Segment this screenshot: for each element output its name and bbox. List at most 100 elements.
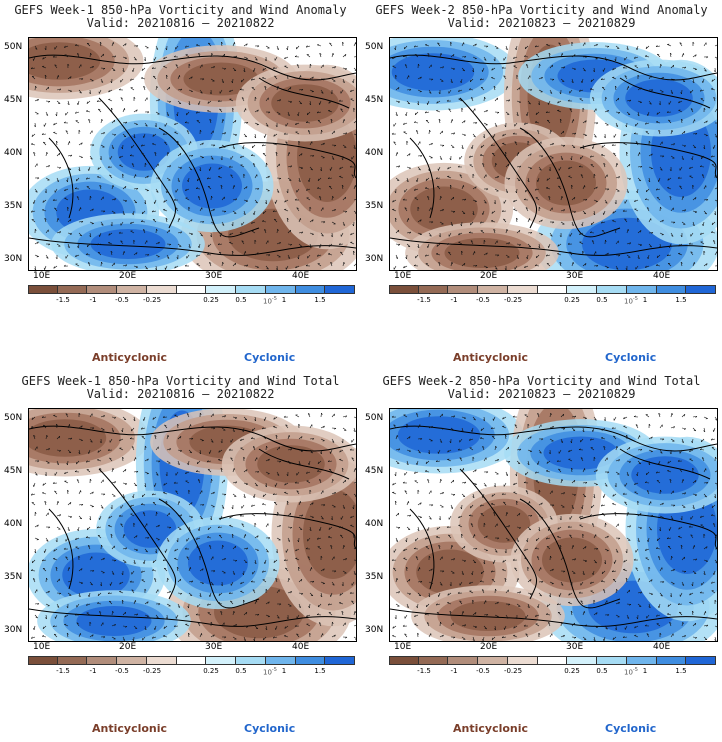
wind-arrow [494,471,499,475]
wind-arrow [393,265,397,270]
wind-arrow [320,581,325,584]
wind-arrow [97,459,102,462]
wind-arrow-head [266,551,269,553]
wind-arrow [133,559,136,564]
wind-arrow [527,153,532,157]
wind-arrow-head [308,462,310,466]
wind-arrow [273,493,278,496]
wind-arrow-head [591,429,594,432]
wind-arrow [317,470,322,473]
wind-arrow [218,176,223,179]
wind-arrow [155,111,160,115]
wind-arrow-head [534,45,537,48]
wind-arrow [428,490,432,495]
wind-arrow [472,469,477,473]
wind-arrow [141,144,146,147]
wind-arrow-head [666,254,669,257]
wind-arrow-head [125,121,128,124]
wind-arrow [198,100,201,105]
wind-arrow [251,513,256,517]
wind-arrow [207,100,212,104]
lon-label-30e: 30E [566,271,584,281]
wind-arrow [635,122,639,127]
wind-arrow [331,53,334,58]
wind-arrow-head [110,224,113,227]
wind-arrow [328,469,333,473]
colorbar [389,285,716,294]
wind-arrow-head [57,501,59,504]
wind-arrow [328,526,333,530]
wind-arrow-head [618,459,620,462]
wind-arrow [515,45,518,50]
wind-arrow-head [490,427,493,429]
wind-arrow [472,559,477,563]
wind-arrow [331,556,335,561]
wind-arrow-head [406,423,409,426]
wind-arrow [342,119,345,124]
wind-arrow [482,446,485,451]
wind-arrow [593,469,598,473]
wind-arrow-head [635,424,638,426]
wind-arrow-head [109,174,112,176]
wind-arrow [65,111,69,116]
wind-arrow [131,589,135,594]
wind-arrow [152,426,157,429]
wind-arrow [601,78,606,80]
wind-arrow-head [493,59,496,62]
wind-arrow-head [424,111,427,114]
wind-arrow [615,459,620,462]
wind-arrow [99,468,102,473]
wind-arrow-head [85,110,89,112]
wind-arrow [527,254,529,259]
wind-arrow [144,240,148,245]
wind-arrow [415,130,419,135]
wind-arrow [252,570,256,575]
wind-arrow [436,185,441,190]
wind-arrow [513,482,518,486]
wind-arrow-head [147,537,150,540]
wind-arrow [395,448,400,451]
wind-arrow [514,548,518,553]
wind-arrow-head [589,155,592,158]
wind-arrow [262,579,267,583]
wind-arrow [331,130,335,135]
wind-arrow-head [519,165,522,168]
wind-arrow-head [414,188,416,191]
wind-arrow-head [341,441,344,444]
wind-arrow [97,100,102,102]
wind-arrow-head [230,174,233,176]
wind-arrow [253,210,256,215]
wind-arrow [232,42,235,47]
wind-arrow-head [243,639,246,641]
wind-arrow [593,548,599,550]
wind-arrow-head [548,195,551,198]
wind-arrow-head [671,235,674,237]
wind-arrow [579,524,584,528]
wind-arrow-head [416,130,419,132]
wind-arrow [415,254,419,259]
wind-arrow-head [706,120,708,123]
wind-arrow [491,427,496,429]
wind-arrow [196,111,201,114]
anticyclonic-region [416,549,484,595]
wind-arrow [166,165,171,168]
wind-arrow [516,87,521,91]
wind-arrow [111,262,115,267]
wind-arrow-head [580,174,583,176]
wind-arrow-head [323,142,325,145]
wind-arrow [34,265,37,270]
wind-arrow-head [490,144,493,146]
wind-arrow [458,89,463,92]
wind-arrow [646,490,650,495]
wind-arrow-head [662,155,665,158]
wind-arrow-head [633,132,636,134]
wind-arrow [309,89,314,92]
wind-arrow [538,219,543,223]
wind-arrow-head [438,518,441,521]
wind-arrow [306,188,311,191]
wind-arrow-head [70,580,73,583]
wind-arrow [624,482,628,487]
wind-arrow [243,427,245,432]
wind-arrow-head [154,434,157,437]
wind-arrow [714,108,717,113]
